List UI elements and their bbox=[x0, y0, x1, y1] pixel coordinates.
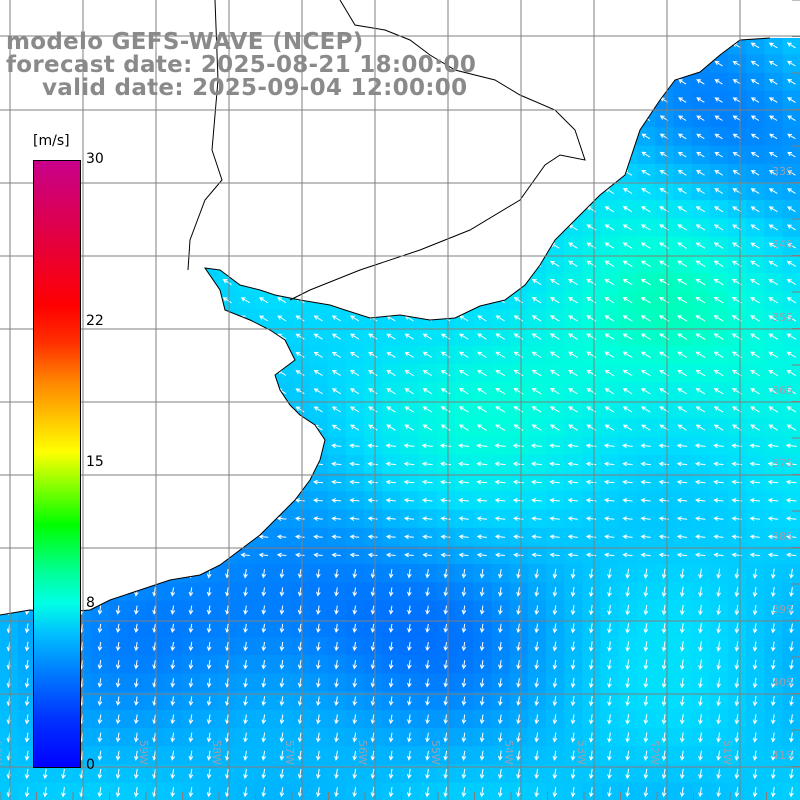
longitude-label: 58W bbox=[210, 740, 223, 765]
longitude-label: 59W bbox=[137, 740, 150, 765]
latitude-label: 38S bbox=[772, 530, 793, 543]
longitude-label: 51W bbox=[721, 740, 734, 765]
latitude-label: 36S bbox=[772, 384, 793, 397]
longitude-label: 52W bbox=[648, 740, 661, 765]
latitude-label: 34S bbox=[772, 238, 793, 251]
colorbar-unit: [m/s] bbox=[33, 133, 70, 149]
latitude-label: 35S bbox=[772, 311, 793, 324]
latitude-label: 40S bbox=[772, 676, 793, 689]
colorbar-tick-label: 0 bbox=[86, 757, 95, 773]
longitude-label: 61W bbox=[0, 740, 4, 765]
latitude-label: 37S bbox=[772, 457, 793, 470]
colorbar-tick-label: 15 bbox=[86, 454, 104, 470]
longitude-label: 55W bbox=[429, 740, 442, 765]
longitude-label: 54W bbox=[502, 740, 515, 765]
longitude-label: 53W bbox=[575, 740, 588, 765]
latitude-label: 41S bbox=[772, 749, 793, 762]
colorbar-tick-label: 30 bbox=[86, 151, 104, 167]
latitude-label: 33S bbox=[772, 165, 793, 178]
colorbar-tick-label: 8 bbox=[86, 595, 95, 611]
model-title: modelo GEFS-WAVE (NCEP) bbox=[6, 30, 364, 54]
colorbar-tick-label: 22 bbox=[86, 313, 104, 329]
colorbar bbox=[33, 160, 81, 768]
latitude-label: 39S bbox=[772, 603, 793, 616]
forecast-date: forecast date: 2025-08-21 18:00:00 bbox=[6, 53, 476, 77]
longitude-label: 56W bbox=[356, 740, 369, 765]
longitude-label: 57W bbox=[283, 740, 296, 765]
valid-date: valid date: 2025-09-04 12:00:00 bbox=[42, 76, 467, 100]
